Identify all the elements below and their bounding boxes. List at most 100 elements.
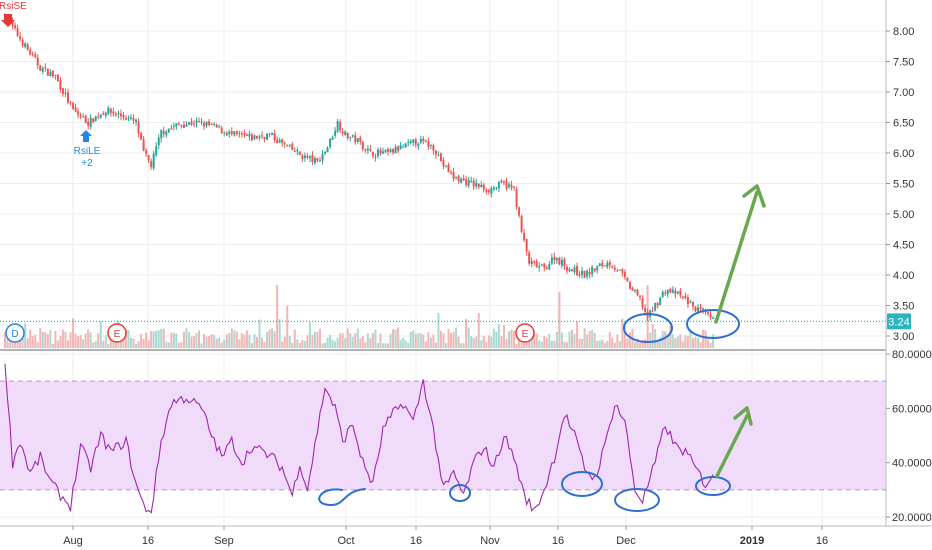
volume-bar [472, 338, 475, 348]
user-annotations[interactable] [318, 184, 766, 512]
volume-bar [414, 333, 417, 348]
price-tick-label: 7.50 [893, 57, 914, 69]
candle-body [87, 121, 90, 126]
volume-bar [250, 343, 253, 348]
candle-body [689, 301, 692, 303]
dividend-badge[interactable]: D [5, 323, 25, 343]
time-axis[interactable]: Aug 16 Sep Oct 16 Nov 16 Dec 2019 16 [63, 526, 828, 547]
volume-bar [470, 336, 473, 348]
volume-bar [187, 331, 190, 348]
volume-bar [445, 343, 447, 348]
rsi-tick-label: 60.0000 [892, 403, 932, 415]
volume-bar [329, 334, 332, 348]
volume-bar [666, 334, 669, 348]
volume-bar [563, 341, 566, 348]
volume-bar [16, 341, 19, 348]
candle-body [16, 28, 19, 36]
candle-body [510, 184, 513, 188]
candle-body [248, 133, 251, 137]
candle-body [235, 131, 238, 134]
volume-bar [538, 340, 541, 348]
price-panel[interactable] [0, 13, 886, 348]
volume-bar [198, 330, 201, 348]
time-tick-label: 16 [142, 535, 154, 547]
volume-bar [102, 340, 105, 348]
volume-bar [671, 334, 674, 348]
candle-body [271, 133, 274, 136]
candle-body [492, 187, 495, 190]
candle-body [296, 150, 299, 152]
volume-bar [565, 342, 568, 348]
candle-body [258, 136, 261, 139]
candle-body [324, 151, 327, 154]
long-entry-arrow-icon [80, 130, 92, 142]
volume-bar [61, 329, 64, 348]
earnings-badge[interactable]: E [107, 323, 127, 343]
volume-bar [490, 336, 493, 348]
volume-bar [276, 285, 279, 348]
candle-body [628, 282, 631, 289]
candle-body [82, 116, 85, 118]
candle-body [228, 131, 231, 135]
candle-body [538, 266, 541, 268]
candle-body [278, 140, 281, 143]
volume-bar [351, 336, 354, 348]
long-entry-signal[interactable]: RsiLE +2 [74, 130, 101, 169]
earnings-badge-circle [515, 323, 535, 343]
volume-bar [334, 341, 337, 348]
candle-body [568, 269, 571, 272]
candle-body [157, 137, 160, 146]
candle-body [301, 155, 304, 159]
volume-bar [288, 335, 291, 348]
price-axis[interactable]: 8.00 7.50 7.00 6.50 6.00 5.50 5.00 4.50 4.00 3.50… [886, 26, 914, 343]
candle-body [427, 141, 430, 147]
candle-body [238, 133, 241, 135]
volume-bar [167, 342, 170, 348]
candle-body [268, 133, 271, 135]
candle-body [387, 149, 390, 152]
rsi-panel[interactable] [0, 363, 886, 514]
volume-bar [268, 329, 271, 348]
volume-bar [59, 336, 62, 348]
candle-body [543, 263, 546, 268]
volume-bar [326, 337, 329, 348]
candle-body [34, 54, 37, 58]
candle-body [51, 70, 54, 77]
candle-body [495, 187, 498, 189]
candle-body [397, 146, 400, 151]
annotation-arrowhead [742, 184, 766, 208]
volume-bar [97, 333, 100, 348]
volume-bar [369, 338, 372, 348]
candle-body [671, 289, 674, 293]
candle-body [442, 160, 445, 167]
volume-bar [36, 342, 39, 348]
candle-body [240, 133, 243, 135]
rsi-axis[interactable]: 80.0000 60.0000 40.0000 20.0000 [886, 349, 932, 524]
candle-body [354, 135, 357, 143]
volume-bar [591, 329, 594, 348]
candle-body [213, 123, 216, 125]
candle-body [140, 132, 143, 140]
volume-bar [137, 341, 140, 348]
candle-body [84, 115, 87, 123]
volume-bar [228, 333, 231, 348]
candle-body [67, 92, 69, 103]
candle-body [137, 121, 140, 134]
time-tick-label: Aug [63, 535, 83, 547]
volume-bar [618, 341, 621, 348]
candle-body [450, 172, 453, 174]
candle-body [167, 128, 170, 133]
candle-body [303, 155, 306, 159]
volume-bar [79, 335, 82, 348]
volume-bar [583, 328, 586, 348]
volume-bar [510, 329, 513, 348]
earnings-badge-2[interactable]: E [515, 323, 535, 343]
last-price-tag: 3.24 [887, 313, 911, 330]
short-entry-signal[interactable]: RsiSE [0, 1, 27, 27]
price-tick-label: 6.50 [893, 118, 914, 130]
candle-body [119, 113, 122, 116]
candle-body [54, 74, 57, 76]
candle-body [480, 184, 483, 188]
time-tick-label: 16 [410, 535, 422, 547]
